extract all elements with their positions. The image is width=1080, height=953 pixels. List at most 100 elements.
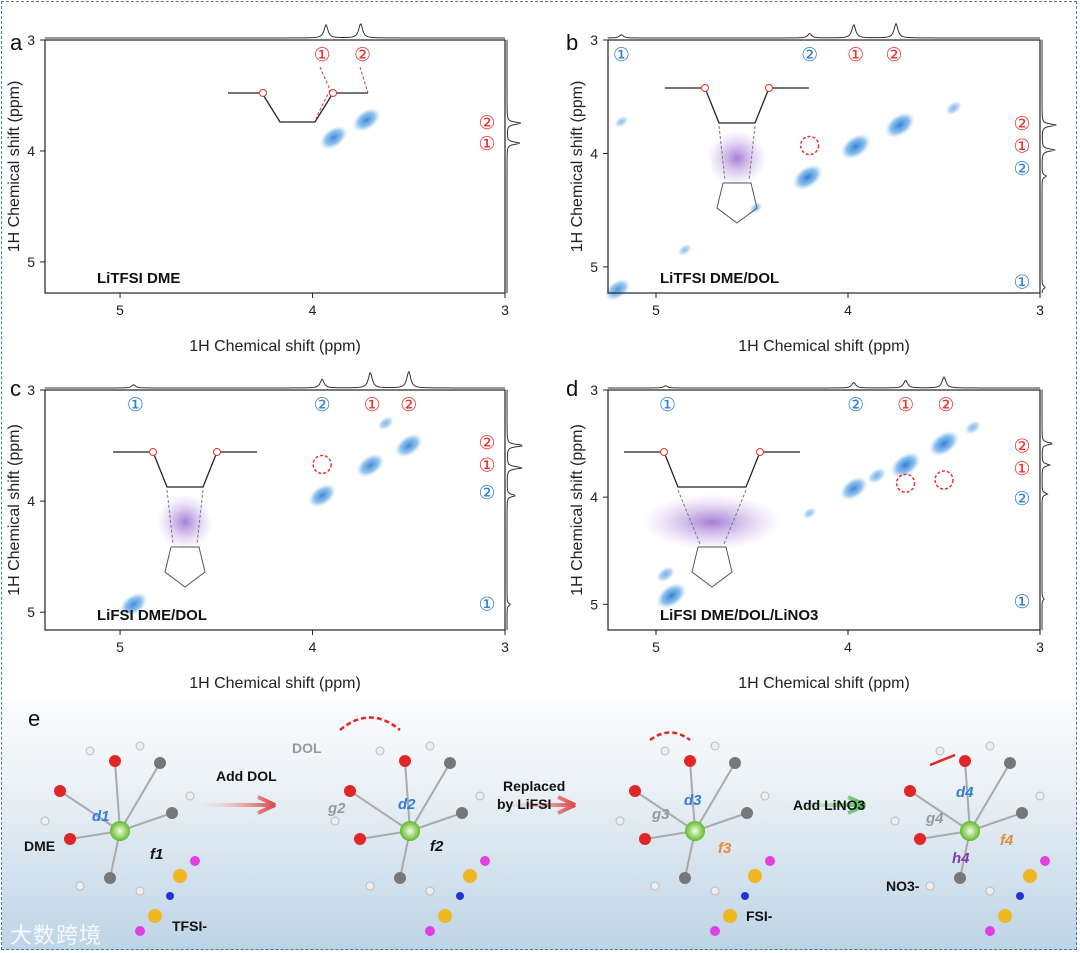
y-tick-label: 4 [590, 145, 598, 161]
interaction-arrow [649, 731, 691, 742]
oxygen-atom [213, 448, 221, 456]
peak-label-right: ② [1013, 488, 1030, 510]
dol-ring [691, 546, 733, 588]
plot-frame [607, 39, 1041, 294]
peak-label-right: ② [1013, 113, 1030, 135]
peak-label-top: ② [354, 44, 371, 66]
peak-label-right: ① [1013, 591, 1030, 613]
noe-arrow [166, 489, 174, 545]
peak-label-right: ② [1013, 436, 1030, 458]
solvation-cluster [615, 741, 775, 936]
step-add-lino3: Add LiNO3 [793, 797, 866, 813]
plot-frame [607, 389, 1041, 631]
interaction-glow [157, 494, 213, 550]
atom [629, 785, 641, 797]
cross-peak [377, 416, 394, 431]
sulfur-atom [748, 869, 762, 883]
hydrogen-atom [615, 816, 625, 826]
sulfur-atom [998, 909, 1012, 923]
peak-label-top: ① [364, 394, 381, 416]
sample-title: LiTFSI DME [97, 270, 180, 287]
atom [904, 785, 916, 797]
atom [444, 757, 456, 769]
fluorine-atom [710, 926, 720, 936]
cross-peak [308, 483, 337, 508]
interaction-arrow [929, 753, 956, 767]
fluorine-atom [985, 926, 995, 936]
atom [456, 807, 468, 819]
hydrogen-atom [650, 881, 660, 891]
label-dme: DME [24, 838, 56, 854]
y-tick-label: 5 [590, 259, 598, 275]
x-axis-label: 1H Chemical shift (ppm) [189, 338, 361, 355]
y-axis-label: 1H Chemical shift (ppm) [569, 81, 586, 253]
dashed-circle-marker [895, 473, 916, 493]
assignment-line [315, 66, 331, 119]
peak-label-top: ② [400, 394, 417, 416]
distance-d2: d2 [398, 796, 416, 813]
y-tick-label: 5 [590, 596, 598, 612]
cross-peak [964, 420, 981, 435]
x-tick-label: 5 [652, 639, 660, 655]
noe-arrow [718, 125, 726, 181]
cross-peak [677, 243, 692, 256]
dol-ring [716, 182, 758, 224]
bond [404, 760, 411, 832]
y-axis-label: 1H Chemical shift (ppm) [6, 81, 23, 253]
y-tick-label: 4 [27, 493, 35, 509]
step-by-lifsi: by LiFSI [497, 796, 552, 812]
x-tick-label: 4 [309, 639, 317, 655]
fluorine-atom [190, 856, 200, 866]
bond [964, 760, 971, 832]
y-tick-label: 3 [27, 32, 35, 48]
atom [679, 872, 691, 884]
top-projection [44, 23, 505, 39]
atom [394, 872, 406, 884]
nitrogen-atom [1016, 892, 1024, 900]
cross-peak [867, 467, 887, 484]
distance-f3: f3 [718, 840, 732, 857]
nitrogen-atom [456, 892, 464, 900]
distance-d3: d3 [684, 792, 702, 809]
peak-label-top: ① [127, 394, 144, 416]
label-tfsi: TFSI- [172, 918, 207, 934]
atom [109, 755, 121, 767]
peak-label-right: ① [478, 133, 495, 155]
distance-g4: g4 [926, 810, 944, 827]
atom [729, 757, 741, 769]
peak-label-top: ① [897, 394, 914, 416]
dme-backbone [228, 92, 368, 123]
reaction-arrow [195, 795, 276, 815]
reaction-arrow [785, 795, 866, 815]
sulfur-atom [148, 909, 162, 923]
peak-label-top: ① [314, 44, 331, 66]
hydrogen-atom [425, 741, 435, 751]
x-tick-label: 5 [116, 302, 124, 318]
hydrogen-atom [40, 816, 50, 826]
x-axis-label: 1H Chemical shift (ppm) [189, 675, 361, 692]
nitrogen-atom [166, 892, 174, 900]
cross-peak [614, 115, 629, 128]
distance-d4: d4 [956, 784, 974, 801]
panel-e-background [2, 700, 1077, 950]
panel-letter-c: c [10, 376, 21, 401]
molecule-schematic [665, 84, 809, 224]
atom [399, 755, 411, 767]
hydrogen-atom [135, 886, 145, 896]
peak-label-right: ② [478, 112, 495, 134]
distance-f2: f2 [430, 838, 444, 855]
hydrogen-atom [330, 816, 340, 826]
peak-label-right: ① [1013, 272, 1030, 294]
right-projection [1041, 389, 1053, 630]
bond [694, 762, 736, 832]
fluorine-atom [480, 856, 490, 866]
sulfur-atom [723, 909, 737, 923]
plot-frame [44, 389, 506, 631]
hydrogen-atom [75, 881, 85, 891]
hydrogen-atom [660, 746, 670, 756]
label-fsi: FSI- [746, 908, 773, 924]
